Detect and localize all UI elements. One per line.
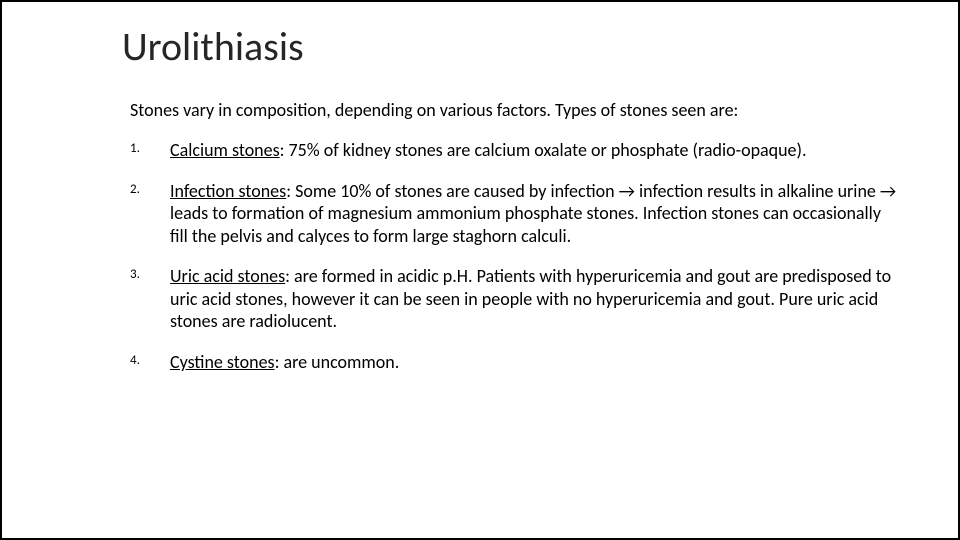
stone-desc: : are uncommon. [275,351,400,373]
stone-name: Calcium stones [170,139,280,161]
stone-desc: : 75% of kidney stones are calcium oxala… [280,139,807,161]
slide-frame: Urolithiasis Stones vary in composition,… [0,0,960,540]
list-item: Uric acid stones: are formed in acidic p… [130,265,898,333]
stone-name: Infection stones [170,180,286,202]
intro-text: Stones vary in composition, depending on… [130,99,898,121]
stone-name: Uric acid stones [170,265,285,287]
stone-types-list: Calcium stones: 75% of kidney stones are… [130,139,898,373]
slide-title: Urolithiasis [122,22,898,71]
stone-name: Cystine stones [170,351,275,373]
list-item: Calcium stones: 75% of kidney stones are… [130,139,898,162]
list-item: Cystine stones: are uncommon. [130,351,898,374]
list-item: Infection stones: Some 10% of stones are… [130,180,898,248]
